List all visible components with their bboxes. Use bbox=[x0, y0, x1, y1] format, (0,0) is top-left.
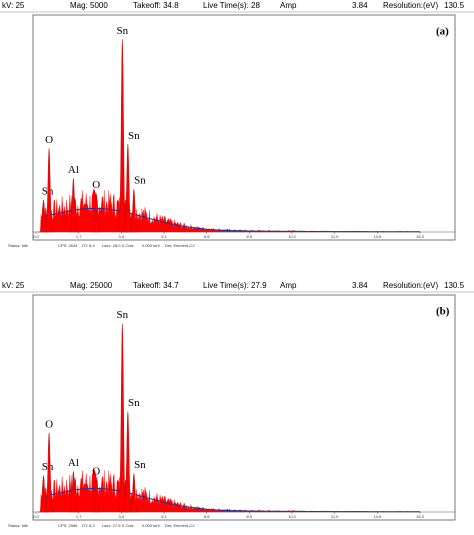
plot-frame bbox=[32, 294, 456, 521]
peak-label: Sn bbox=[117, 25, 129, 37]
status-field: Lsec: 28.0 bbox=[102, 243, 121, 248]
status-field: CPS: 2634 bbox=[58, 243, 78, 248]
status-field: Status: Idle bbox=[8, 523, 29, 528]
peak-label: O bbox=[92, 179, 100, 191]
peak bbox=[44, 432, 54, 513]
peak-label: Sn bbox=[134, 459, 146, 471]
header-field: Takeoff: 34.8 bbox=[133, 1, 179, 10]
status-field: 0 Cnts bbox=[122, 243, 134, 248]
x-tick-label: 8.5 bbox=[247, 514, 253, 519]
peak-label: O bbox=[92, 465, 100, 477]
plot-frame bbox=[32, 14, 456, 241]
header-field: Resolution:(eV) bbox=[383, 281, 438, 290]
peak-label: O bbox=[45, 134, 53, 146]
x-tick-label: 6.8 bbox=[204, 514, 210, 519]
peak-label: Sn bbox=[117, 309, 129, 321]
header-field: 130.5 bbox=[444, 1, 465, 10]
header-field: kV: 25 bbox=[2, 281, 25, 290]
peak bbox=[91, 193, 102, 233]
x-tick-label: 3.4 bbox=[119, 514, 125, 519]
x-tick-label: 10.2 bbox=[288, 514, 297, 519]
status-field: 0 Cnts bbox=[122, 523, 134, 528]
status-field: Det: Element-C2 bbox=[165, 243, 195, 248]
x-tick-label: 13.6 bbox=[373, 514, 382, 519]
peak bbox=[68, 471, 79, 513]
header-field: Amp bbox=[280, 281, 297, 290]
x-tick-label: 0.0 bbox=[33, 234, 39, 239]
panel-label: (b) bbox=[436, 306, 450, 318]
status-field: 0.000 keV bbox=[142, 243, 160, 248]
status-field: 0.000 keV bbox=[142, 523, 160, 528]
header-field: 130.5 bbox=[444, 281, 465, 290]
x-tick-label: 11.9 bbox=[331, 234, 339, 239]
status-field: Status: Idle bbox=[8, 243, 29, 248]
peak-label: Sn bbox=[134, 175, 146, 187]
fit-curve bbox=[40, 487, 420, 513]
fit-curve bbox=[40, 207, 420, 233]
header-field: Mag: 5000 bbox=[70, 1, 108, 10]
status-field: Det: Element-C2 bbox=[165, 523, 195, 528]
header-field: 3.84 bbox=[352, 1, 368, 10]
header-field: Live Time(s): 27.9 bbox=[203, 281, 267, 290]
header-field: Resolution:(eV) bbox=[383, 1, 438, 10]
x-tick-label: 0.0 bbox=[33, 514, 39, 519]
x-tick-label: 1.7 bbox=[76, 514, 82, 519]
peak bbox=[68, 178, 79, 233]
header-field: kV: 25 bbox=[2, 1, 25, 10]
header-field: Mag: 25000 bbox=[70, 281, 113, 290]
peak bbox=[44, 148, 54, 233]
peak-label: Sn bbox=[128, 397, 140, 409]
x-tick-label: 13.6 bbox=[373, 234, 382, 239]
peak-label: Al bbox=[68, 164, 79, 176]
peak bbox=[129, 473, 139, 513]
x-tick-label: 8.5 bbox=[247, 234, 253, 239]
peak-label: Sn bbox=[128, 130, 140, 142]
header-field: Amp bbox=[280, 1, 297, 10]
panel-label: (a) bbox=[436, 26, 449, 38]
peak-label: O bbox=[45, 418, 53, 430]
x-tick-label: 3.4 bbox=[119, 234, 125, 239]
peak bbox=[91, 479, 102, 513]
x-tick-label: 15.3 bbox=[416, 234, 425, 239]
status-field: DT: 8.2 bbox=[82, 523, 95, 528]
x-tick-label: 6.8 bbox=[204, 234, 210, 239]
header-field: Live Time(s): 28 bbox=[203, 1, 260, 10]
status-field: CPS: 2986 bbox=[58, 523, 78, 528]
header-field: 3.84 bbox=[352, 281, 368, 290]
x-tick-label: 15.3 bbox=[416, 514, 425, 519]
peak-label: Al bbox=[68, 457, 79, 469]
x-tick-label: 1.7 bbox=[76, 234, 82, 239]
header-field: Takeoff: 34.7 bbox=[133, 281, 179, 290]
x-tick-label: 10.2 bbox=[288, 234, 297, 239]
x-tick-label: 11.9 bbox=[331, 514, 339, 519]
peak bbox=[129, 189, 139, 233]
status-field: DT: 8.4 bbox=[82, 243, 95, 248]
x-tick-label: 5.1 bbox=[161, 234, 167, 239]
x-tick-label: 5.1 bbox=[161, 514, 167, 519]
status-field: Lsec: 27.9 bbox=[102, 523, 121, 528]
